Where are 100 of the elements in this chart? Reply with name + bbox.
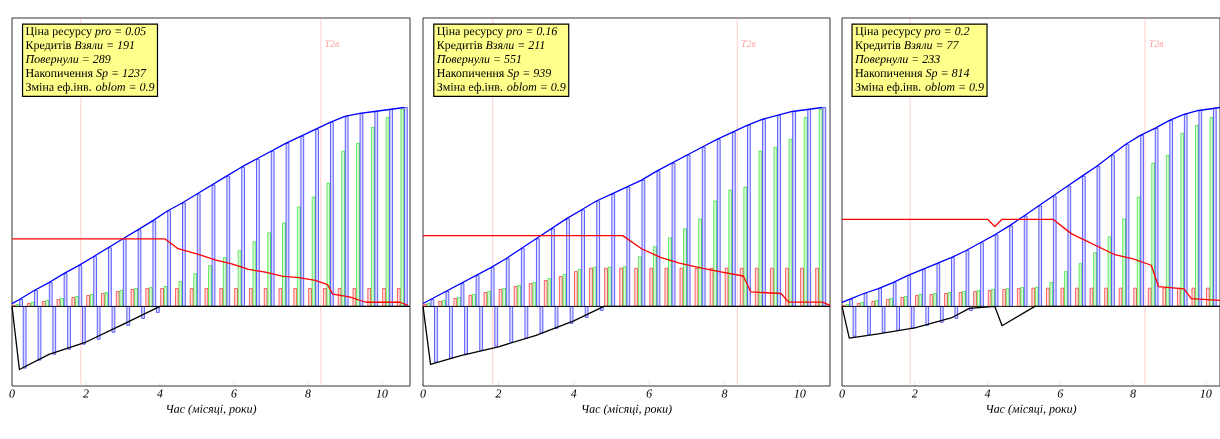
bar <box>532 282 536 307</box>
text: Повернули = 289 <box>25 55 111 66</box>
bar <box>1180 133 1184 307</box>
bar <box>1089 287 1094 307</box>
text: Накопичення Sp = 814 <box>855 68 970 80</box>
x-tick-label: 10 <box>376 389 388 398</box>
bar <box>991 289 995 307</box>
ref-line-label: T2в <box>741 40 756 48</box>
bar <box>871 301 875 307</box>
bar <box>958 292 963 307</box>
bar <box>311 196 316 307</box>
bar <box>130 289 135 307</box>
x-tick-label: 4 <box>570 389 577 398</box>
bar <box>619 267 623 307</box>
bar <box>160 288 164 307</box>
bar <box>577 269 582 307</box>
bar <box>449 306 453 359</box>
bar <box>1151 162 1155 307</box>
bar <box>193 273 197 307</box>
x-tick-label: 0 <box>9 389 15 398</box>
bar <box>649 267 654 307</box>
x-tick-label: 4 <box>984 389 991 398</box>
bar <box>267 232 271 307</box>
x-tick-label: 6 <box>231 389 237 398</box>
bar <box>82 306 86 345</box>
bar <box>453 298 458 307</box>
bar <box>940 306 944 323</box>
bar <box>1060 287 1065 307</box>
bar <box>713 200 717 307</box>
bar <box>204 288 209 307</box>
text: Зміна еф.інв. oblom = 0.9 <box>26 82 155 94</box>
x-tick-label: 8 <box>721 389 728 398</box>
x-axis-title: Час (місяці, роки) <box>986 404 1077 416</box>
x-tick-label: 2 <box>495 389 502 398</box>
bar <box>293 288 297 307</box>
bar <box>1075 287 1079 307</box>
bar <box>178 281 183 307</box>
bar <box>487 291 491 307</box>
bar <box>1118 287 1123 307</box>
bar <box>1002 289 1006 307</box>
x-tick-label: 4 <box>157 389 163 398</box>
bar <box>96 306 101 340</box>
bar <box>498 289 503 307</box>
bar <box>683 228 687 307</box>
x-tick-label: 6 <box>646 389 653 398</box>
text: Кредитів Взяли = 191 <box>25 41 134 52</box>
bar <box>71 297 76 307</box>
bar <box>788 139 793 307</box>
bar <box>341 150 345 307</box>
bar <box>929 294 934 307</box>
text: Повернули = 233 <box>854 55 940 66</box>
bar <box>438 301 442 307</box>
bar <box>502 288 506 307</box>
bar <box>1078 263 1083 307</box>
bar <box>483 292 488 307</box>
x-tick-label: 8 <box>1130 389 1136 398</box>
bar <box>773 146 778 307</box>
x-tick-label: 6 <box>1057 389 1064 398</box>
bar <box>1049 282 1053 307</box>
bar <box>434 306 438 363</box>
bar <box>976 290 981 307</box>
bar <box>728 189 732 307</box>
bar <box>22 306 27 369</box>
bar <box>56 299 61 307</box>
bar <box>1046 287 1050 307</box>
x-axis-title: Час (місяці, роки) <box>166 404 257 416</box>
x-tick-label: 2 <box>911 389 918 398</box>
bar <box>252 241 257 307</box>
bar <box>86 295 90 307</box>
x-tick-label: 10 <box>1200 389 1212 398</box>
x-tick-label: 8 <box>305 389 311 398</box>
x-tick-label: 0 <box>839 389 845 398</box>
x-axis-title: Час (місяці, роки) <box>582 404 672 416</box>
bar <box>1031 287 1035 307</box>
bar <box>145 288 149 307</box>
ref-line-label: T2в <box>325 40 340 48</box>
bar <box>1133 287 1137 307</box>
bar <box>664 267 669 307</box>
text: Повернули = 551 <box>436 55 521 66</box>
bar <box>468 295 473 307</box>
bar <box>104 292 109 307</box>
text: Зміна еф.інв. oblom = 0.9 <box>437 82 566 94</box>
bar <box>30 302 35 307</box>
bar <box>1104 287 1108 307</box>
bar <box>911 306 915 329</box>
text: Накопичення Sp = 939 <box>437 68 552 80</box>
text: Ціна ресурсу pro = 0.05 <box>25 27 146 38</box>
bar <box>1035 286 1039 307</box>
ref-line-label: T2в <box>1149 40 1164 48</box>
bar <box>679 267 684 307</box>
text: Зміна еф.інв. oblom = 0.9 <box>855 82 984 94</box>
bar <box>947 292 952 307</box>
bar <box>326 182 331 307</box>
bar <box>219 288 223 307</box>
bar <box>400 109 405 307</box>
x-tick-label: 2 <box>82 389 89 398</box>
bar <box>517 285 521 307</box>
x-tick-label: 10 <box>794 389 806 398</box>
bar <box>604 267 608 307</box>
bar <box>698 218 702 307</box>
